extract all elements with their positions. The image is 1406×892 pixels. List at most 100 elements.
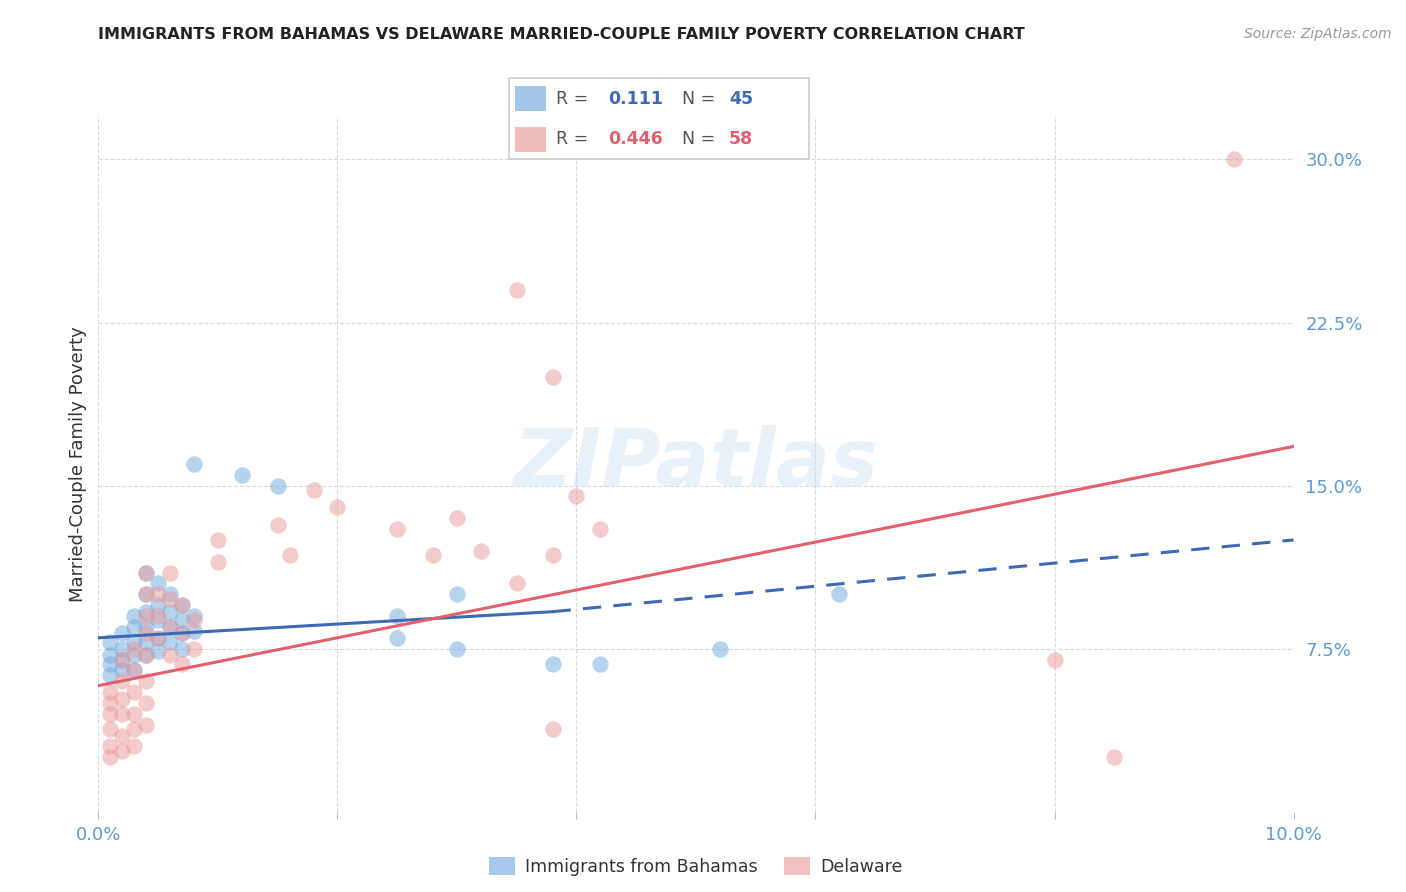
Text: Source: ZipAtlas.com: Source: ZipAtlas.com [1244, 27, 1392, 41]
Point [135, 717, 157, 731]
Point [207, 555, 229, 569]
Point [98, 648, 122, 662]
Point [172, 626, 194, 640]
Point [135, 620, 157, 634]
Point [326, 500, 349, 515]
Text: IMMIGRANTS FROM BAHAMAS VS DELAWARE MARRIED-COUPLE FAMILY POVERTY CORRELATION CH: IMMIGRANTS FROM BAHAMAS VS DELAWARE MARR… [98, 27, 1025, 42]
Point [541, 657, 564, 671]
Point [589, 522, 612, 536]
Point [135, 674, 157, 689]
Point [111, 706, 134, 721]
Point [111, 691, 134, 706]
Text: 58: 58 [728, 129, 754, 147]
Point [124, 664, 146, 678]
Point [470, 544, 492, 558]
Point [148, 644, 170, 658]
Point [159, 635, 181, 649]
Point [172, 614, 194, 628]
Text: R =: R = [555, 90, 588, 108]
Point [124, 641, 146, 656]
Point [148, 598, 170, 612]
Point [111, 729, 134, 743]
Point [135, 635, 157, 649]
Point [385, 631, 409, 645]
Point [124, 648, 146, 662]
Point [541, 722, 564, 736]
Point [148, 587, 170, 601]
Point [124, 739, 146, 754]
Point [231, 467, 253, 482]
Point [98, 706, 122, 721]
Point [135, 626, 157, 640]
Point [98, 635, 122, 649]
Point [1104, 750, 1126, 764]
Point [446, 587, 468, 601]
Point [124, 635, 146, 649]
Point [183, 609, 205, 624]
Point [135, 648, 157, 662]
Point [135, 696, 157, 710]
Point [159, 620, 181, 634]
Point [278, 548, 301, 562]
Point [135, 566, 157, 580]
Point [111, 652, 134, 666]
Point [135, 587, 157, 601]
Point [135, 587, 157, 601]
Point [111, 664, 134, 678]
Point [98, 696, 122, 710]
Point [135, 566, 157, 580]
Y-axis label: Married-Couple Family Poverty: Married-Couple Family Poverty [69, 326, 87, 602]
Point [148, 631, 170, 645]
Point [98, 722, 122, 736]
Point [506, 576, 529, 591]
Point [124, 664, 146, 678]
Point [506, 283, 529, 297]
Bar [516, 127, 547, 152]
Point [111, 744, 134, 758]
Point [159, 648, 181, 662]
Point [124, 609, 146, 624]
Point [183, 624, 205, 639]
Point [148, 576, 170, 591]
Point [541, 548, 564, 562]
Point [589, 657, 612, 671]
Point [148, 614, 170, 628]
Point [135, 648, 157, 662]
Point [98, 657, 122, 671]
Point [159, 620, 181, 634]
Point [159, 591, 181, 606]
Point [1043, 652, 1066, 666]
Text: 45: 45 [728, 90, 754, 108]
Point [159, 566, 181, 580]
Point [446, 511, 468, 525]
Bar [516, 86, 547, 112]
Point [1223, 153, 1246, 167]
Point [385, 609, 409, 624]
Point [302, 483, 325, 497]
FancyBboxPatch shape [509, 78, 810, 159]
Point [98, 739, 122, 754]
Point [172, 598, 194, 612]
Point [183, 641, 205, 656]
Point [124, 620, 146, 634]
Point [135, 605, 157, 619]
Point [267, 478, 290, 492]
Text: 0.446: 0.446 [609, 129, 664, 147]
Point [148, 631, 170, 645]
Point [111, 674, 134, 689]
Point [111, 626, 134, 640]
Point [98, 667, 122, 681]
Point [172, 657, 194, 671]
Point [124, 685, 146, 699]
Point [124, 706, 146, 721]
Text: R =: R = [555, 129, 588, 147]
Point [446, 641, 468, 656]
Point [172, 598, 194, 612]
Point [148, 609, 170, 624]
Point [135, 609, 157, 624]
Text: N =: N = [682, 129, 716, 147]
Point [98, 685, 122, 699]
Point [111, 652, 134, 666]
Point [159, 587, 181, 601]
Point [98, 750, 122, 764]
